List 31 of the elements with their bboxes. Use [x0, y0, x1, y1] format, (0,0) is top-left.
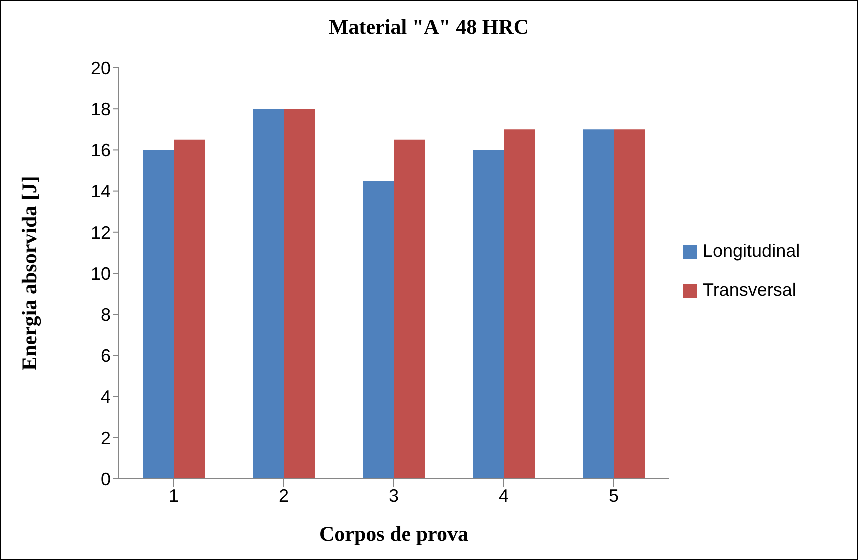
bar	[394, 140, 426, 479]
x-tick-label: 1	[168, 486, 180, 506]
legend-label: Transversal	[703, 280, 796, 301]
y-tick-label: 14	[90, 182, 111, 202]
legend-label: Longitudinal	[703, 241, 800, 262]
bar	[504, 130, 536, 479]
bar	[473, 150, 504, 479]
bar	[614, 130, 646, 479]
chart-title: Material "A" 48 HRC	[328, 15, 530, 40]
y-tick-label: 6	[100, 346, 111, 366]
x-axis-title: Corpos de prova	[320, 522, 469, 546]
bar	[143, 150, 174, 479]
y-tick-label: 0	[100, 469, 111, 490]
y-tick-label: 8	[100, 304, 111, 325]
y-axis-title: Energia absorvida [J]	[17, 176, 42, 371]
y-tick-label: 16	[90, 140, 111, 161]
bar	[284, 109, 316, 479]
bar	[583, 130, 614, 479]
y-tick-label: 18	[90, 99, 111, 120]
bar	[174, 140, 206, 479]
x-tick-label: 3	[388, 486, 400, 506]
x-tick-label: 4	[498, 486, 510, 506]
bar	[363, 181, 394, 479]
y-tick-label: 2	[100, 428, 111, 448]
bar	[253, 109, 284, 479]
x-tick-label: 5	[608, 486, 620, 506]
y-tick-label: 10	[90, 264, 111, 284]
y-tick-label: 12	[90, 222, 111, 243]
y-tick-label: 4	[100, 387, 111, 408]
y-tick-label: 20	[90, 58, 111, 78]
x-tick-label: 2	[278, 486, 290, 506]
